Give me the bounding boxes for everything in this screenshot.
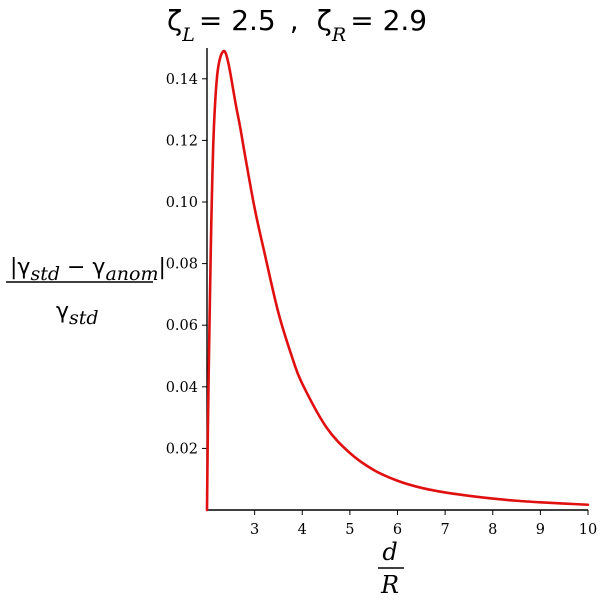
x-tick-label: 4	[298, 522, 307, 538]
title-zeta-left: ζ	[167, 4, 182, 37]
title-left-value: = 2.5	[199, 4, 276, 37]
title-left-subscript: L	[181, 24, 195, 46]
x-tick-label: 5	[345, 522, 354, 538]
x-tick-label: 10	[579, 522, 597, 538]
y-tick-label: 0.04	[166, 380, 198, 396]
x-label-numerator: d	[382, 538, 397, 566]
curve-layer	[205, 49, 590, 512]
x-axis-label: d R	[378, 538, 404, 599]
y-tick-label: 0.06	[166, 318, 198, 334]
series-line	[205, 49, 590, 512]
x-tick-label: 9	[536, 522, 545, 538]
x-tick-label: 3	[250, 522, 259, 538]
x-tick-label: 7	[441, 522, 450, 538]
title-right-value: = 2.9	[350, 4, 427, 37]
y-axis-label: |γstd − γanom| γstd	[6, 255, 166, 329]
y-tick-label: 0.02	[166, 441, 198, 457]
tick-group: 3 4 5 6 7 8 9 10 0.02 0.04 0.06 0.08 0.10 0.12 0.14	[166, 72, 598, 538]
y-tick-label: 0.12	[166, 133, 198, 149]
y-label-denominator: γstd	[56, 299, 99, 329]
x-tick-label: 8	[488, 522, 497, 538]
x-tick-label: 6	[393, 522, 402, 538]
y-label-numerator: |γstd − γanom|	[10, 255, 166, 285]
y-tick-label: 0.14	[166, 72, 198, 88]
chart-title: ζL = 2.5, ζR = 2.9	[167, 4, 427, 46]
title-zeta-right: ζ	[317, 4, 332, 37]
y-tick-label: 0.10	[166, 195, 198, 211]
title-right-subscript: R	[331, 24, 346, 46]
y-tick-label: 0.08	[166, 257, 198, 273]
x-label-denominator: R	[380, 571, 399, 599]
title-separator: ,	[290, 4, 299, 37]
